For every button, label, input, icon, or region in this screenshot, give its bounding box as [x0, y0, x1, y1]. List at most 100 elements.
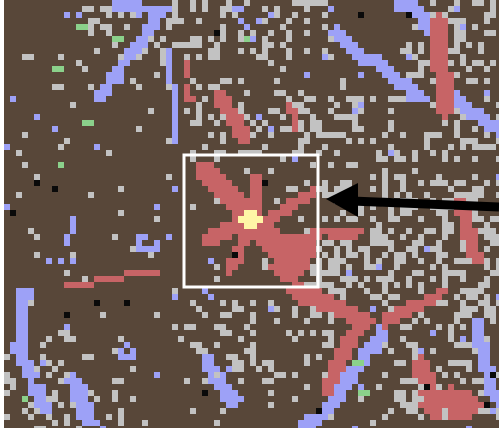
land-cover-cell [280, 204, 286, 210]
land-cover-cell [412, 300, 418, 306]
land-cover-cell [448, 222, 454, 228]
land-cover-cell [376, 60, 382, 66]
land-cover-cell [256, 18, 262, 24]
land-cover-cell [298, 150, 304, 156]
land-cover-cell [172, 294, 178, 300]
land-cover-cell [394, 156, 400, 162]
land-cover-cell [136, 6, 142, 12]
highlight-box [182, 153, 320, 289]
land-cover-cell [478, 282, 484, 288]
land-cover-cell [460, 222, 466, 228]
land-cover-cell [454, 108, 460, 114]
land-cover-cell [262, 264, 268, 270]
land-cover-cell [232, 306, 238, 312]
land-cover-cell [208, 354, 214, 360]
land-cover-cell [484, 228, 490, 234]
land-cover-cell [112, 348, 118, 354]
land-cover-cell [460, 24, 466, 30]
land-cover-cell [232, 198, 238, 204]
land-cover-cell [388, 210, 394, 216]
land-cover-cell [472, 138, 478, 144]
land-cover-cell [70, 228, 76, 234]
land-cover-cell [304, 30, 310, 36]
land-cover-cell [472, 396, 478, 402]
land-cover-cell [232, 246, 238, 252]
land-cover-cell [358, 138, 364, 144]
land-cover-cell [232, 396, 238, 402]
land-cover-cell [304, 318, 310, 324]
land-cover-cell [292, 276, 298, 282]
land-cover-cell [382, 174, 388, 180]
land-cover-cell [220, 96, 226, 102]
land-cover-cell [418, 12, 424, 18]
land-cover-cell [472, 378, 478, 384]
land-cover-cell [154, 216, 160, 222]
land-cover-cell [70, 396, 76, 402]
land-cover-cell [262, 36, 268, 42]
land-cover-cell [448, 18, 454, 24]
hotspot-cell [250, 222, 257, 229]
land-cover-cell [118, 0, 124, 6]
land-cover-cell [388, 246, 394, 252]
land-cover-cell [442, 288, 448, 294]
land-cover-cell [82, 396, 88, 402]
land-cover-cell [340, 372, 346, 378]
land-cover-cell [448, 330, 454, 336]
land-cover-cell [220, 372, 226, 378]
land-cover-cell [424, 12, 430, 18]
land-cover-cell [226, 186, 232, 192]
land-cover-cell [58, 84, 64, 90]
land-cover-cell [346, 336, 352, 342]
land-cover-cell [460, 378, 466, 384]
land-cover-cell [262, 216, 268, 222]
land-cover-cell [238, 198, 244, 204]
land-cover-cell [340, 84, 346, 90]
land-cover-cell [292, 150, 298, 156]
land-cover-map[interactable] [4, 0, 499, 428]
land-cover-cell [220, 36, 226, 42]
land-cover-cell [382, 300, 388, 306]
land-cover-cell [466, 138, 472, 144]
land-cover-cell [148, 12, 154, 18]
land-cover-cell [298, 330, 304, 336]
land-cover-cell [400, 324, 406, 330]
land-cover-cell [412, 246, 418, 252]
land-cover-cell [334, 36, 340, 42]
land-cover-cell [190, 204, 196, 210]
land-cover-cell [286, 234, 292, 240]
land-cover-cell [448, 186, 454, 192]
land-cover-cell [454, 0, 460, 6]
land-cover-cell [358, 282, 364, 288]
land-cover-cell [208, 378, 214, 384]
land-cover-cell [334, 234, 340, 240]
land-cover-cell [64, 240, 70, 246]
land-cover-cell [238, 114, 244, 120]
land-cover-cell [406, 78, 412, 84]
land-cover-cell [484, 342, 490, 348]
land-cover-cell [118, 36, 124, 42]
land-cover-cell [460, 312, 466, 318]
land-cover-cell [64, 414, 70, 420]
land-cover-cell [298, 426, 304, 428]
land-cover-cell [406, 378, 412, 384]
land-cover-cell [232, 120, 238, 126]
land-cover-cell [400, 378, 406, 384]
land-cover-cell [358, 228, 364, 234]
land-cover-cell [310, 192, 316, 198]
land-cover-cell [442, 228, 448, 234]
land-cover-cell [226, 102, 232, 108]
land-cover-cell [442, 408, 448, 414]
land-cover-cell [358, 318, 364, 324]
land-cover-cell [460, 408, 466, 414]
land-cover-cell [430, 300, 436, 306]
land-cover-cell [220, 114, 226, 120]
land-cover-cell [232, 366, 238, 372]
land-cover-cell [238, 138, 244, 144]
land-cover-cell [322, 372, 328, 378]
land-cover-cell [454, 414, 460, 420]
land-cover-cell [460, 144, 466, 150]
land-cover-cell [430, 276, 436, 282]
land-cover-cell [214, 90, 220, 96]
land-cover-cell [472, 78, 478, 84]
land-cover-cell [454, 342, 460, 348]
